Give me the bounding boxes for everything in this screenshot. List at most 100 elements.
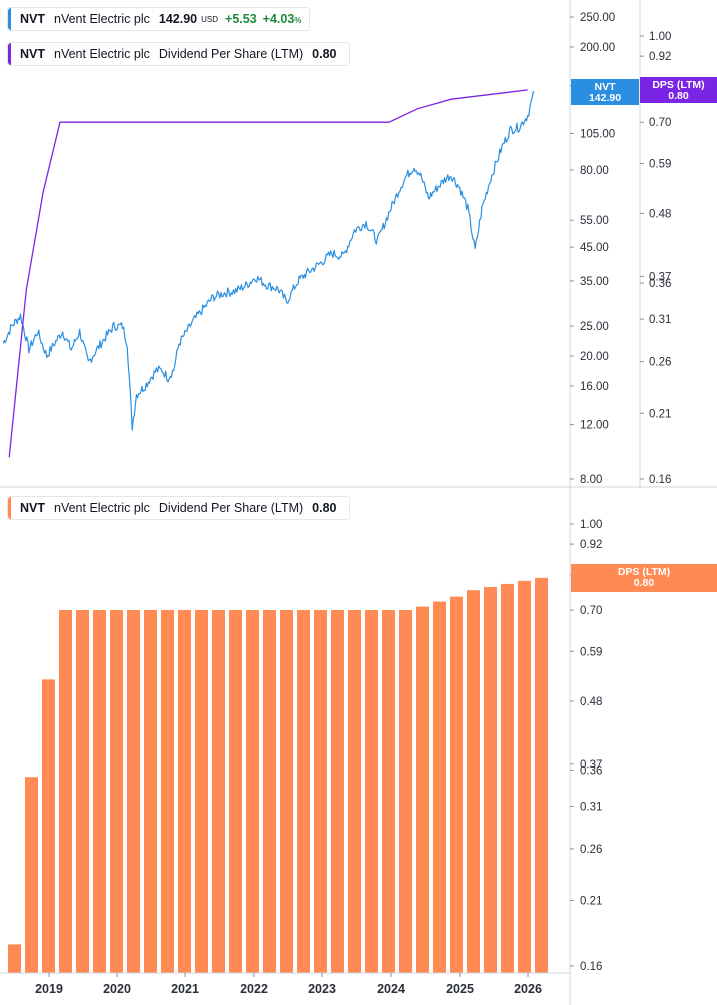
dps-bar <box>110 610 123 973</box>
dps-tick-label: 0.16 <box>649 474 671 486</box>
legend-price-change-pct: +4.03% <box>262 12 302 26</box>
dps-bar <box>518 580 531 973</box>
bar-axis-tick-label: 0.36 <box>580 765 602 777</box>
price-tick-label: 45.00 <box>580 242 609 254</box>
legend-dps-top-value: 0.80 <box>312 47 337 61</box>
dps-bar <box>195 610 208 973</box>
legend-dps-top-name: nVent Electric plc <box>54 47 150 61</box>
year-tick-label: 2023 <box>308 982 336 996</box>
bar-axis-tick-label: 0.26 <box>580 844 602 856</box>
bar-axis-tick-label: 0.31 <box>580 801 602 813</box>
dps-tick-label: 0.21 <box>649 408 671 420</box>
dps-bar <box>93 610 106 973</box>
price-panel[interactable] <box>2 89 535 458</box>
dps-bar <box>348 610 361 973</box>
bar-axis-tick-label: 0.37 <box>580 759 602 771</box>
price-tick-label: 250.00 <box>580 12 615 24</box>
bar-axis-tick-label: 1.00 <box>580 519 602 531</box>
bar-axis-tick-label: 0.21 <box>580 895 602 907</box>
dps-bottom-last-tag-bg <box>571 564 717 592</box>
dps-bar <box>59 610 72 973</box>
bar-axis-tick-label: 0.59 <box>580 646 602 658</box>
legend-dps-bottom-metric: Dividend Per Share (LTM) <box>158 501 304 515</box>
dps-bar <box>25 777 38 973</box>
dps-bottom-last-tag-label: DPS (LTM) <box>618 566 670 578</box>
dps-series-line <box>8 89 528 458</box>
dps-bar <box>484 587 497 973</box>
dps-bar <box>246 610 259 973</box>
price-tick-label: 16.00 <box>580 381 609 393</box>
dps-panel[interactable] <box>8 577 548 973</box>
legend-price-swatch <box>8 8 11 30</box>
bar-axis-tick-label: 0.16 <box>580 961 602 973</box>
dps-bar <box>314 610 327 973</box>
dps-bar <box>161 610 174 973</box>
dps-top-last-tag-value: 0.80 <box>668 90 689 102</box>
dps-bar <box>212 610 225 973</box>
price-tick-label: 8.00 <box>580 474 602 486</box>
price-tick-label: 25.00 <box>580 321 609 333</box>
dps-tick-label: 0.48 <box>649 208 671 220</box>
dps-tick-label: 0.70 <box>649 117 671 129</box>
year-tick-label: 2019 <box>35 982 63 996</box>
legend-dps-bottom-symbol: NVT <box>20 501 45 515</box>
dps-bar <box>535 577 548 973</box>
price-series-line <box>2 91 535 431</box>
bar-axis-tick-label: 0.48 <box>580 696 602 708</box>
dps-bar <box>450 596 463 973</box>
dps-bar <box>8 944 21 973</box>
dps-bar <box>501 583 514 973</box>
dps-bar <box>331 610 344 973</box>
price-last-tag-label: NVT <box>595 81 617 93</box>
price-last-tag-bg <box>571 79 639 105</box>
price-tick-label: 200.00 <box>580 42 615 54</box>
dps-bar <box>127 610 140 973</box>
legend-price-name: nVent Electric plc <box>54 12 150 26</box>
legend-dps-bottom-swatch <box>8 497 11 519</box>
year-tick-label: 2024 <box>377 982 405 996</box>
dps-top-last-tag-label: DPS (LTM) <box>652 79 704 91</box>
bar-axis-tick-label: 0.70 <box>580 605 602 617</box>
dps-tick-label: 0.36 <box>649 278 671 290</box>
legend-dps-bottom[interactable]: NVT nVent Electric plc Dividend Per Shar… <box>7 496 350 520</box>
dps-bar <box>280 610 293 973</box>
legend-price-unit: USD <box>201 14 219 24</box>
legend-price-change: +5.53 <box>225 12 257 26</box>
dps-bar <box>399 610 412 973</box>
legend-dps-bottom-value: 0.80 <box>312 501 337 515</box>
price-last-tag-value: 142.90 <box>589 92 621 104</box>
year-tick-label: 2020 <box>103 982 131 996</box>
price-tick-label: 12.00 <box>580 420 609 432</box>
dps-tick-label: 0.59 <box>649 159 671 171</box>
legend-price-value: 142.90 <box>158 12 198 26</box>
price-tick-label: 35.00 <box>580 276 609 288</box>
dps-bar <box>263 610 276 973</box>
dps-tick-label: 0.92 <box>649 51 671 63</box>
dps-bar <box>365 610 378 973</box>
year-tick-label: 2021 <box>171 982 199 996</box>
dps-bar <box>42 679 55 973</box>
year-tick-label: 2025 <box>446 982 474 996</box>
price-tick-label: 55.00 <box>580 215 609 227</box>
dps-bar <box>297 610 310 973</box>
legend-price[interactable]: NVT nVent Electric plc 142.90 USD +5.53 … <box>7 7 311 31</box>
dps-top-last-tag-bg <box>640 77 717 103</box>
legend-price-symbol: NVT <box>20 12 45 26</box>
legend-dps-bottom-name: nVent Electric plc <box>54 501 150 515</box>
year-tick-label: 2022 <box>240 982 268 996</box>
dps-bar <box>144 610 157 973</box>
dps-bar <box>433 601 446 973</box>
dps-tick-label: 1.00 <box>649 31 671 43</box>
dps-bar <box>229 610 242 973</box>
price-tick-label: 105.00 <box>580 128 615 140</box>
dps-bar <box>467 590 480 973</box>
year-tick-label: 2026 <box>514 982 542 996</box>
dps-tick-label: 0.26 <box>649 357 671 369</box>
dps-bar <box>382 610 395 973</box>
legend-dps-top[interactable]: NVT nVent Electric plc Dividend Per Shar… <box>7 42 350 66</box>
legend-dps-top-swatch <box>8 43 11 65</box>
dps-tick-label: 0.37 <box>649 271 671 283</box>
